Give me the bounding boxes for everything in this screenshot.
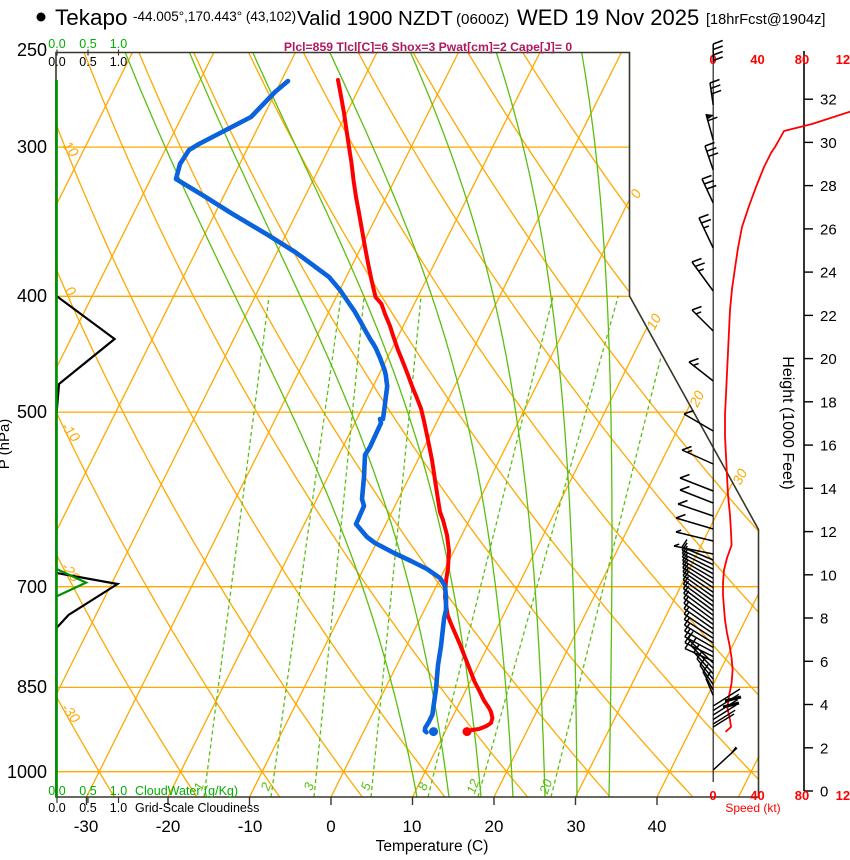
svg-text:850: 850 — [17, 677, 47, 697]
svg-text:20: 20 — [685, 388, 707, 410]
svg-text:26: 26 — [820, 221, 837, 238]
svg-text:Tekapo: Tekapo — [55, 5, 128, 30]
svg-text:80: 80 — [795, 788, 809, 803]
svg-text:40: 40 — [648, 817, 667, 836]
svg-text:10: 10 — [820, 567, 837, 584]
svg-text:30: 30 — [567, 817, 586, 836]
svg-text:0.0: 0.0 — [48, 55, 65, 69]
svg-text:Valid 1900 NZDT: Valid 1900 NZDT — [297, 7, 453, 30]
svg-text:120: 120 — [836, 52, 850, 67]
svg-text:1.0: 1.0 — [110, 801, 127, 815]
svg-text:-20: -20 — [156, 817, 181, 836]
svg-text:Grid-Scale Cloudiness: Grid-Scale Cloudiness — [135, 801, 259, 815]
svg-text:CloudWater (g/Kg): CloudWater (g/Kg) — [135, 784, 238, 798]
svg-text:0.0: 0.0 — [48, 801, 65, 815]
svg-text:30: 30 — [729, 466, 751, 487]
svg-text:16: 16 — [820, 438, 837, 455]
svg-text:700: 700 — [17, 577, 47, 597]
svg-text:80: 80 — [795, 52, 809, 67]
svg-text:14: 14 — [820, 481, 837, 498]
svg-text:0.0: 0.0 — [48, 37, 65, 51]
svg-text:0: 0 — [326, 817, 335, 836]
svg-text:0.5: 0.5 — [79, 37, 96, 51]
svg-text:1.0: 1.0 — [110, 784, 127, 798]
svg-text:22: 22 — [820, 308, 837, 325]
svg-text:0: 0 — [709, 788, 716, 803]
svg-text:250: 250 — [17, 40, 47, 60]
svg-text:10: 10 — [643, 311, 665, 332]
svg-text:4: 4 — [820, 697, 828, 714]
svg-text:300: 300 — [17, 137, 47, 157]
svg-text:-10: -10 — [238, 817, 263, 836]
svg-text:30: 30 — [820, 135, 837, 152]
svg-text:Plcl=859 Tlcl[C]=6 Shox=3 Pwat: Plcl=859 Tlcl[C]=6 Shox=3 Pwat[cm]=2 Cap… — [284, 40, 572, 54]
svg-text:10: 10 — [403, 817, 422, 836]
svg-text:1.0: 1.0 — [110, 55, 127, 69]
svg-text:(0600Z): (0600Z) — [456, 11, 509, 28]
svg-text:1000: 1000 — [7, 762, 47, 782]
svg-text:Speed (kt): Speed (kt) — [725, 801, 780, 815]
svg-text:20: 20 — [820, 351, 837, 368]
svg-text:12: 12 — [820, 524, 837, 541]
svg-text:[18hrFcst@1904z]: [18hrFcst@1904z] — [706, 12, 825, 28]
svg-text:400: 400 — [17, 286, 47, 306]
svg-text:0.5: 0.5 — [79, 784, 96, 798]
svg-text:WED 19 Nov 2025: WED 19 Nov 2025 — [517, 5, 699, 30]
svg-text:40: 40 — [750, 52, 764, 67]
svg-text:0.5: 0.5 — [79, 801, 96, 815]
svg-text:-44.005°,170.443° (43,102): -44.005°,170.443° (43,102) — [133, 9, 296, 24]
svg-text:1.0: 1.0 — [110, 37, 127, 51]
svg-text:40: 40 — [750, 788, 764, 803]
svg-text:500: 500 — [17, 402, 47, 422]
svg-text:6: 6 — [820, 654, 828, 671]
svg-text:24: 24 — [820, 265, 837, 282]
svg-text:8: 8 — [820, 611, 828, 628]
svg-text:32: 32 — [820, 92, 837, 109]
svg-text:P (hPa): P (hPa) — [0, 419, 13, 470]
svg-text:20: 20 — [536, 776, 556, 796]
svg-text:Height (1000 Feet): Height (1000 Feet) — [779, 356, 796, 489]
svg-text:20: 20 — [485, 817, 504, 836]
svg-text:0: 0 — [820, 784, 828, 801]
svg-text:0.5: 0.5 — [79, 55, 96, 69]
svg-text:28: 28 — [820, 178, 837, 195]
svg-text:Temperature (C): Temperature (C) — [376, 838, 489, 855]
svg-text:-30: -30 — [74, 817, 99, 836]
svg-text:2: 2 — [820, 740, 828, 757]
svg-text:1: 1 — [190, 780, 207, 792]
svg-text:18: 18 — [820, 394, 837, 411]
svg-text:120: 120 — [836, 788, 850, 803]
svg-text:12: 12 — [463, 776, 482, 795]
